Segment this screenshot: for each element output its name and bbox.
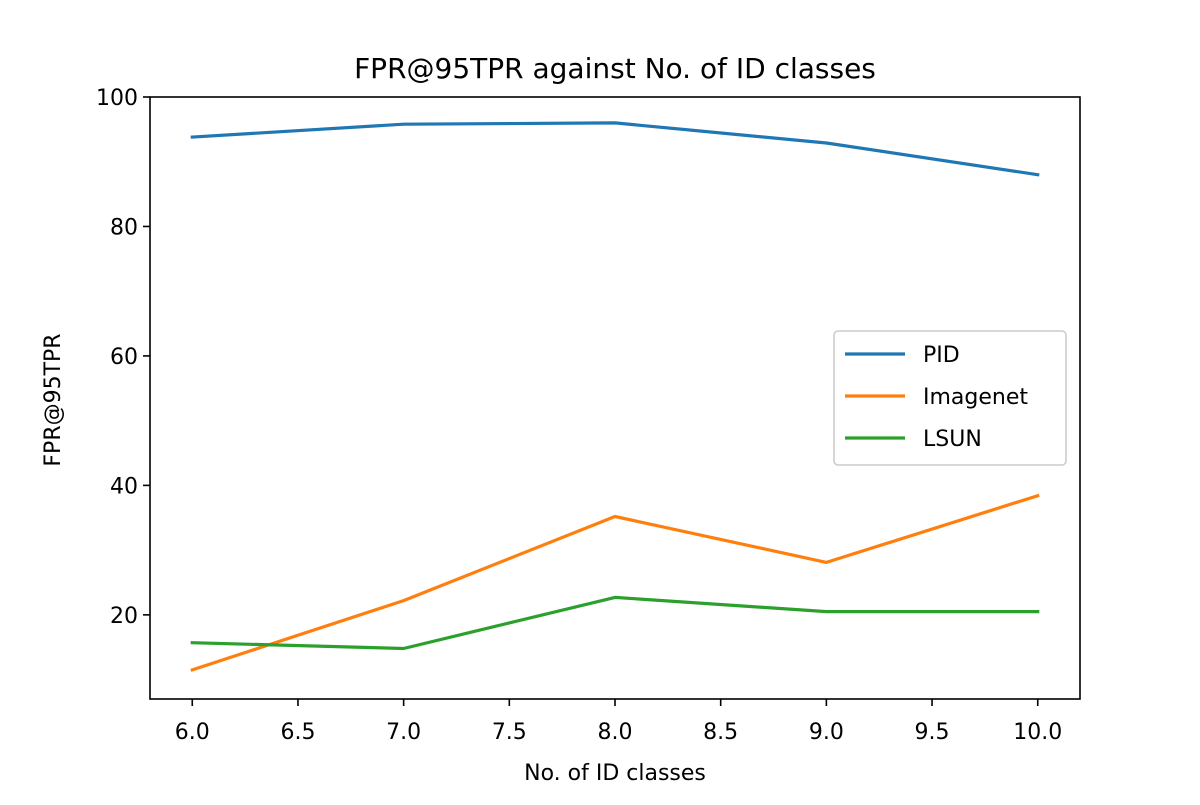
legend-label: PID — [923, 343, 960, 368]
series-line-lsun — [190, 595, 1040, 651]
x-tick-label: 10.0 — [1013, 720, 1062, 745]
x-tick-label: 8.0 — [598, 720, 633, 745]
y-tick-label: 100 — [96, 86, 138, 111]
series-line-imagenet — [190, 493, 1040, 672]
series-line-pid — [190, 121, 1040, 177]
x-tick-label: 7.5 — [492, 720, 527, 745]
x-tick-label: 8.5 — [703, 720, 738, 745]
legend: PID Imagenet LSUN — [833, 330, 1067, 466]
x-axis: 6.0 6.5 7.0 7.5 8.0 8.5 9.0 9.5 10.0 — [175, 699, 1062, 745]
y-tick-label: 80 — [110, 215, 138, 240]
y-tick-label: 20 — [110, 604, 138, 629]
series-lines — [190, 121, 1040, 672]
x-tick-label: 6.0 — [175, 720, 210, 745]
y-tick-label: 60 — [110, 345, 138, 370]
legend-label: LSUN — [923, 427, 982, 452]
x-tick-label: 7.0 — [386, 720, 421, 745]
chart-title: FPR@95TPR against No. of ID classes — [354, 52, 876, 85]
legend-label: Imagenet — [923, 385, 1028, 410]
y-axis-label: FPR@95TPR — [41, 333, 66, 466]
x-tick-label: 9.5 — [915, 720, 950, 745]
x-tick-label: 9.0 — [809, 720, 844, 745]
y-axis: 20 40 60 80 100 — [96, 86, 150, 629]
y-tick-label: 40 — [110, 474, 138, 499]
legend-box — [833, 330, 1067, 466]
x-axis-label: No. of ID classes — [524, 761, 706, 786]
x-tick-label: 6.5 — [280, 720, 315, 745]
